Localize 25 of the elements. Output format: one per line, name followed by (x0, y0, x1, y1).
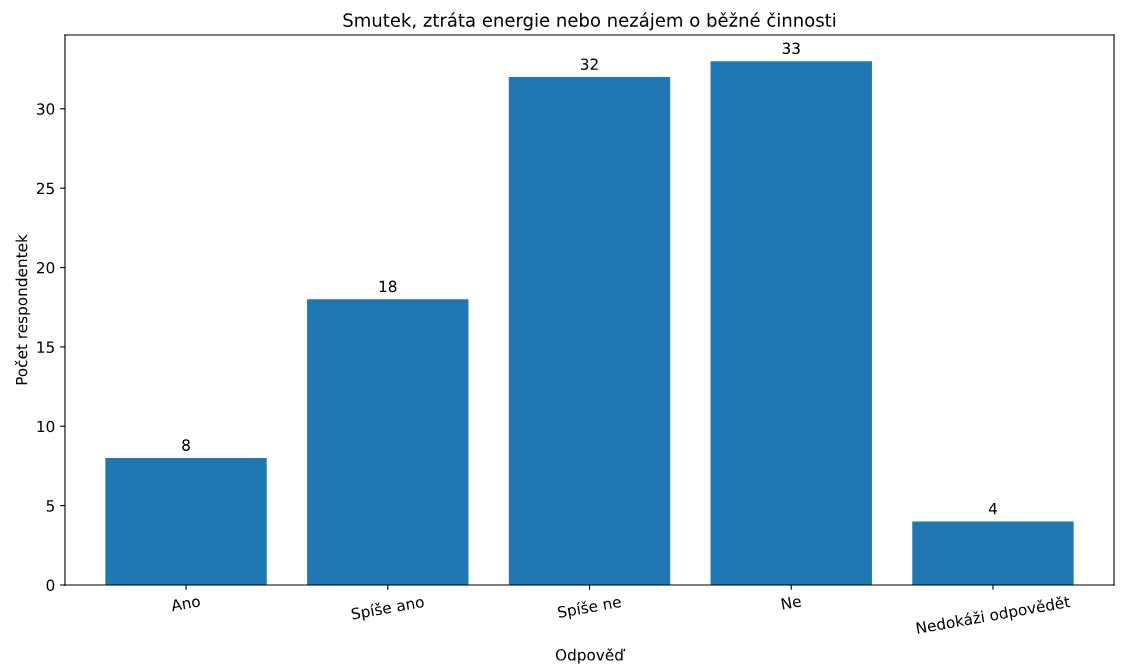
y-tick-label: 30 (37, 103, 55, 115)
bar (105, 458, 267, 585)
y-tick-label: 25 (36, 182, 54, 195)
x-tick-label: Ne (781, 595, 802, 610)
x-axis-title: Odpověď (555, 648, 626, 664)
data-label: 4 (988, 503, 997, 515)
y-axis-title: Počet respondentek (14, 234, 31, 385)
data-label: 32 (580, 58, 598, 70)
bar (912, 521, 1074, 585)
y-tick-label: 15 (37, 341, 54, 353)
y-tick-label: 20 (36, 262, 55, 274)
x-tick-label: Spíše ne (557, 594, 623, 621)
x-tick-label: Nedokáži odpovědět (916, 594, 1072, 637)
bar (307, 299, 469, 585)
data-label: 33 (782, 42, 800, 55)
chart-title: Smutek, ztráta energie nebo nezájem o běžné činnosti (343, 12, 836, 31)
bar (508, 77, 671, 585)
data-label: 8 (182, 439, 190, 451)
y-tick-label: 10 (37, 420, 55, 433)
x-tick-label: Ano (170, 595, 201, 612)
x-tick-label: Spíše ano (350, 594, 425, 623)
data-label: 18 (379, 280, 397, 293)
y-tick-label: 5 (46, 500, 54, 512)
bar (710, 61, 872, 585)
y-tick-label: 0 (46, 579, 55, 592)
